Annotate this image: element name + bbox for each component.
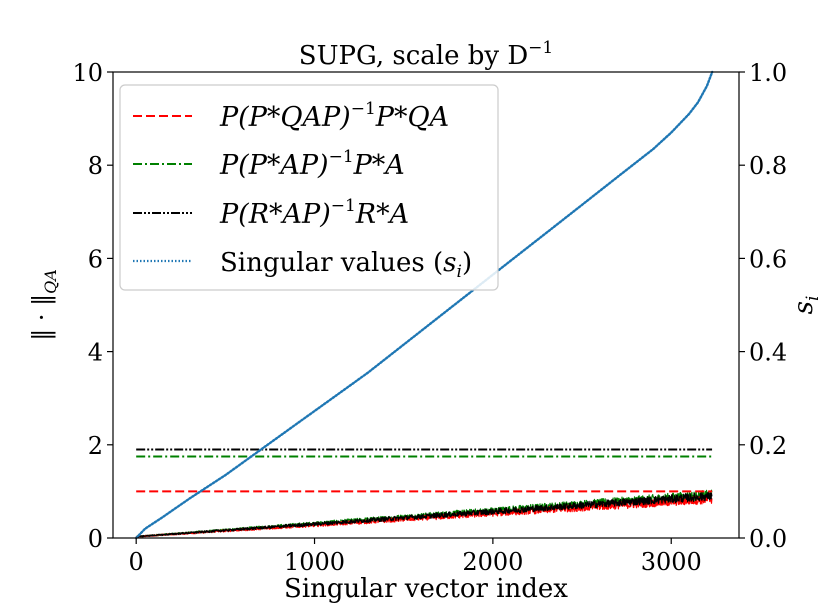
y-tick-label-right: 0.6: [749, 245, 787, 273]
legend-label-supg-qa: P(P*QAP)−1P*QA: [219, 99, 449, 133]
legend-label-r-a: P(R*AP)−1R*A: [219, 196, 409, 230]
y-tick-label-left: 0: [88, 525, 103, 553]
x-tick-label: 2000: [462, 548, 523, 576]
y-tick-label-left: 2: [88, 432, 103, 460]
legend-label-singular-values: Singular values (si): [220, 248, 472, 282]
y-tick-label-right: 0.2: [749, 432, 787, 460]
y-tick-label-right: 0.8: [749, 152, 787, 180]
x-axis-label: Singular vector index: [284, 574, 568, 604]
chart-title: SUPG, scale by D−1: [299, 38, 553, 71]
plot-frame: [112, 71, 740, 539]
y-tick-label-left: 10: [72, 59, 103, 87]
legend-box: [119, 84, 499, 291]
plot-lines: [134, 70, 714, 540]
y-tick-label-right: 1.0: [749, 59, 787, 87]
series-trace-2: [135, 491, 713, 538]
y-axis-label-right: si: [789, 296, 823, 315]
x-tick-label: 3000: [641, 548, 702, 576]
series-singular-values: [134, 70, 714, 540]
ticks: 0 1000 2000 3000 0 2 4 6 8 10 0.0 0.2 0.4 0.6 0.8 1.0: [72, 59, 787, 576]
x-tick-label: 0: [129, 548, 144, 576]
y-tick-label-left: 8: [88, 152, 103, 180]
y-tick-label-right: 0.4: [749, 339, 787, 367]
y-tick-label-left: 4: [88, 339, 103, 367]
y-tick-label-right: 0.0: [749, 525, 787, 553]
y-axis-label-left: ‖ · ‖QA: [28, 269, 60, 341]
x-tick-label: 1000: [284, 548, 345, 576]
y-tick-label-left: 6: [88, 245, 103, 273]
legend: P(P*QAP)−1P*QA P(P*AP)−1P*A P(R*AP)−1R*A…: [119, 84, 499, 291]
legend-label-supg-a: P(P*AP)−1P*A: [219, 147, 405, 181]
